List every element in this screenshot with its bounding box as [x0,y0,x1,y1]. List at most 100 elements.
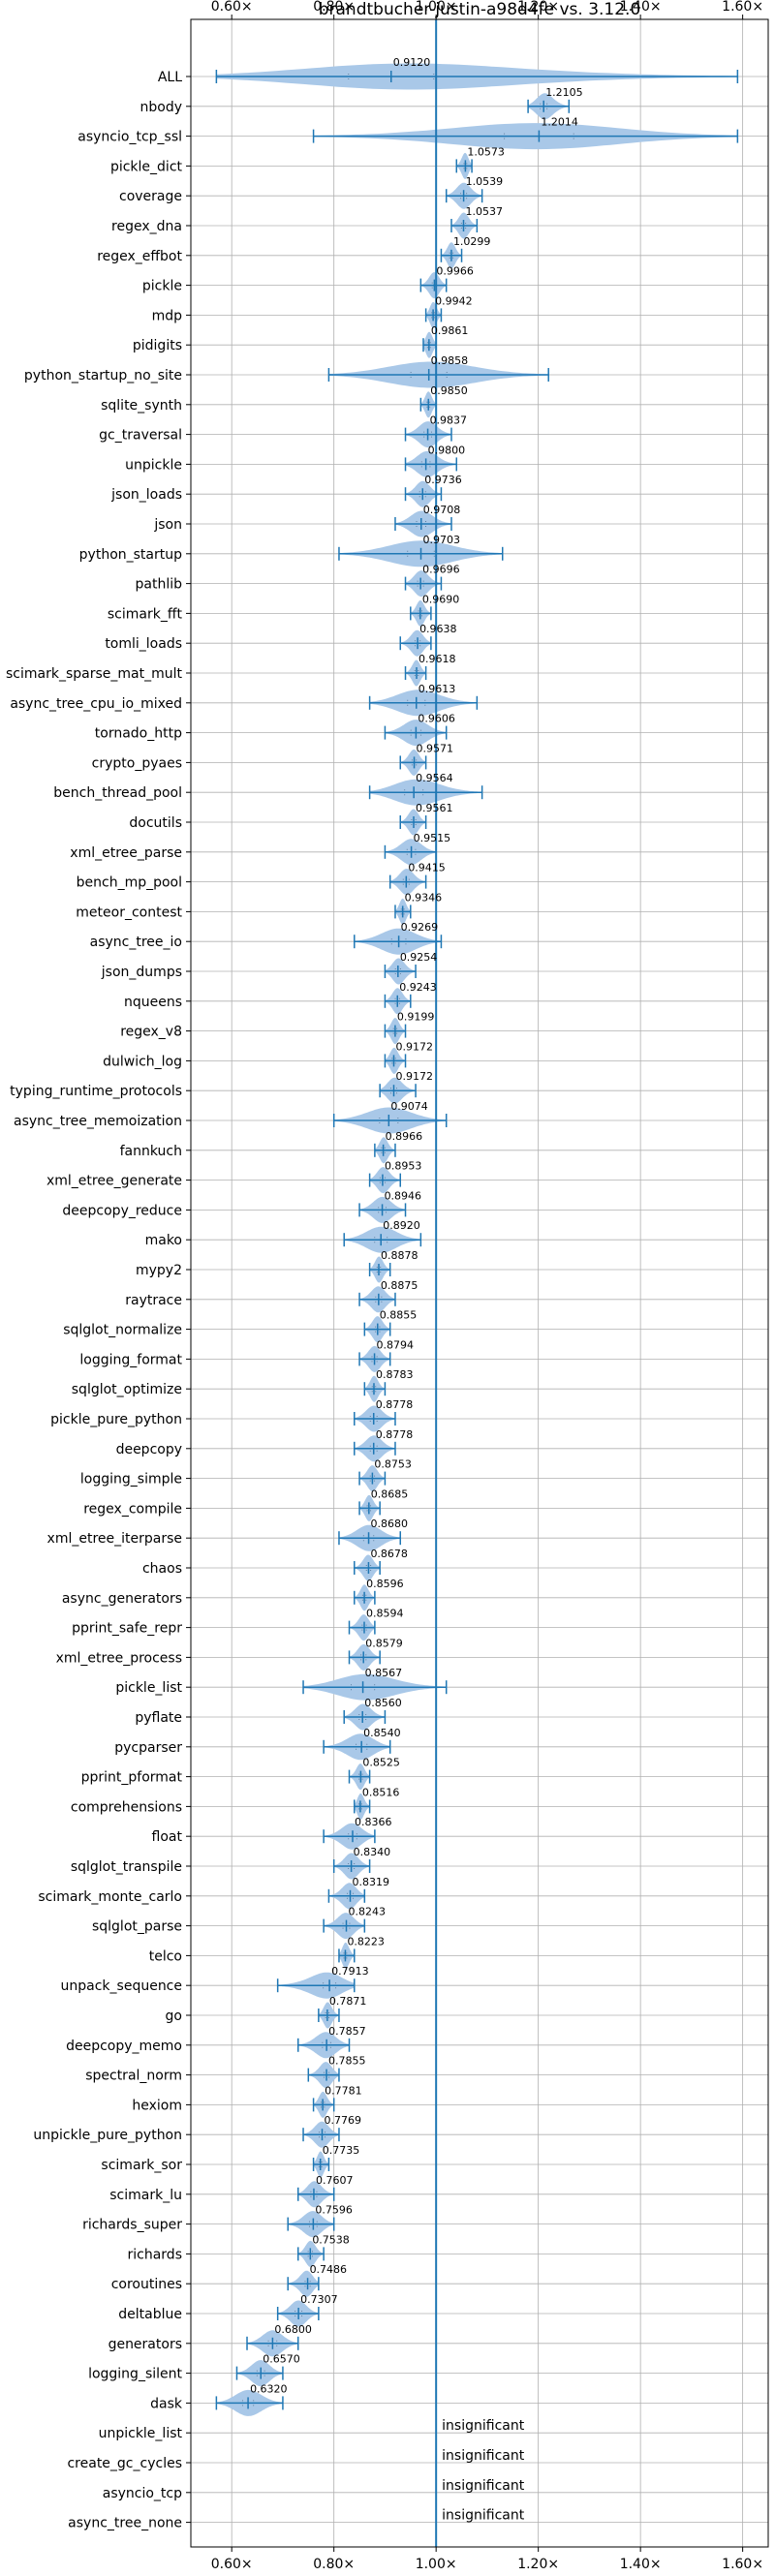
value-label: 0.8594 [366,1608,404,1620]
benchmark-label: unpickle [125,457,182,473]
x-tick-label-bottom: 1.00× [416,2557,457,2572]
benchmark-label: deltablue [118,2307,182,2322]
benchmark-label: create_gc_cycles [67,2456,182,2471]
benchmark-label: coverage [119,189,182,204]
benchmark-label: mdp [152,308,183,323]
benchmark-label: deepcopy_reduce [62,1203,182,1218]
benchmark-label: meteor_contest [76,905,182,920]
value-label: 0.9243 [399,981,437,994]
error-bars [215,70,739,2410]
benchmark-label: float [152,1829,183,1845]
value-label: 0.9269 [401,921,439,934]
value-label: 0.8855 [380,1309,418,1322]
x-tick-label-top: 0.60× [211,0,253,15]
value-label: 0.9703 [423,534,461,546]
value-label: 0.9172 [395,1070,433,1083]
benchmark-label: mypy2 [136,1263,182,1278]
value-label: 0.8567 [365,1667,403,1679]
value-label: 0.9564 [416,772,453,784]
benchmark-label: hexiom [132,2098,182,2113]
benchmark-label: python_startup [79,547,182,563]
benchmark-label: pprint_pformat [81,1770,183,1786]
benchmark-label: regex_effbot [97,249,182,264]
benchmark-label: pidigits [133,338,182,353]
value-label: 0.9074 [390,1100,428,1113]
value-label: 0.7855 [328,2055,366,2068]
benchmark-label: pickle_list [115,1680,182,1696]
benchmark-label: deepcopy [116,1442,182,1457]
value-label: 0.8953 [385,1160,422,1173]
x-tick-label-bottom: 1.20× [517,2557,559,2572]
value-label: 0.9736 [424,474,462,486]
x-tick-label-bottom: 0.60× [211,2557,253,2572]
benchmark-label: pprint_safe_repr [72,1621,182,1637]
benchmark-label: asyncio_tcp_ssl [78,130,182,145]
value-label: 1.0537 [465,205,503,218]
value-label: 0.9858 [431,354,469,367]
value-label: 0.8516 [362,1786,400,1798]
value-label: 1.0299 [453,235,491,248]
value-label: 1.2105 [545,86,583,99]
benchmark-label: json [153,517,182,533]
axis-ticks: 0.60× 0.60× 0.80× 0.80× 1.00× 1.00× 1.20× 1.20×… [6,0,763,2572]
benchmark-label: fannkuch [120,1144,182,1159]
benchmark-label: async_tree_none [68,2516,182,2531]
value-label: 0.8540 [363,1727,401,1739]
benchmark-label: pycparser [114,1740,182,1756]
benchmark-label: async_tree_memoization [14,1114,182,1129]
benchmark-label: logging_format [79,1352,182,1367]
labels: 0.9120 1.2105 1.2014 1.0573 1.0539 1.0537 1.02… [250,56,583,2524]
benchmark-label: generators [108,2337,182,2352]
value-label: 0.9618 [418,653,456,665]
value-label: 0.7538 [312,2233,350,2246]
benchmark-label: mako [145,1233,182,1248]
value-label: 0.8753 [374,1458,412,1471]
grid-lines [191,19,768,2547]
benchmark-label: sqlglot_optimize [72,1382,182,1397]
value-label: 0.8920 [383,1219,420,1232]
value-label: 0.7769 [324,2114,361,2127]
benchmark-label: bench_thread_pool [53,785,182,801]
value-label: 0.7307 [300,2293,338,2306]
value-label: 0.8579 [365,1637,403,1649]
benchmark-label: coroutines [111,2277,182,2292]
benchmark-label: asyncio_tcp [103,2486,182,2501]
value-label: 0.9966 [436,265,474,278]
value-label: 0.9120 [393,56,431,69]
value-label: 0.9199 [397,1011,435,1024]
value-label: 0.8243 [348,1906,386,1918]
value-label: 0.8878 [381,1249,418,1262]
benchmark-label: python_startup_no_site [24,368,182,383]
benchmark-label: tomli_loads [105,636,182,652]
value-label: 0.9708 [423,504,461,516]
value-label: 0.7596 [315,2204,353,2217]
x-tick-label-top: 1.00× [416,0,457,15]
benchmark-label: typing_runtime_protocols [10,1084,182,1099]
benchmark-label: xml_etree_generate [46,1174,182,1189]
value-label: 0.8685 [371,1487,409,1500]
value-label: 0.7607 [316,2174,354,2187]
benchmark-label: json_dumps [101,965,182,980]
benchmark-label: scimark_sor [101,2158,182,2173]
benchmark-label: pyflate [135,1710,182,1726]
value-label: 0.8946 [385,1189,422,1202]
x-tick-label-bottom: 1.60× [722,2557,763,2572]
value-label: 0.9415 [408,862,446,874]
benchmark-label: scimark_lu [109,2188,182,2203]
benchmark-label: nbody [140,100,183,115]
value-label: 0.8366 [355,1816,392,1828]
benchmark-label: dulwich_log [103,1054,182,1069]
benchmark-label: spectral_norm [85,2069,182,2084]
benchmark-label: gc_traversal [99,428,182,444]
insignificant-label: insignificant [442,2478,525,2494]
benchmark-label: pickle_pure_python [50,1412,182,1427]
value-label: 0.9606 [418,713,455,725]
benchmark-label: xml_etree_parse [70,845,182,861]
value-label: 0.8966 [386,1130,423,1143]
benchmark-label: pathlib [136,577,183,593]
value-label: 1.0573 [467,145,505,158]
benchmark-label: scimark_fft [108,606,183,622]
benchmark-label: docutils [129,815,182,831]
benchmark-label: regex_dna [111,219,182,234]
